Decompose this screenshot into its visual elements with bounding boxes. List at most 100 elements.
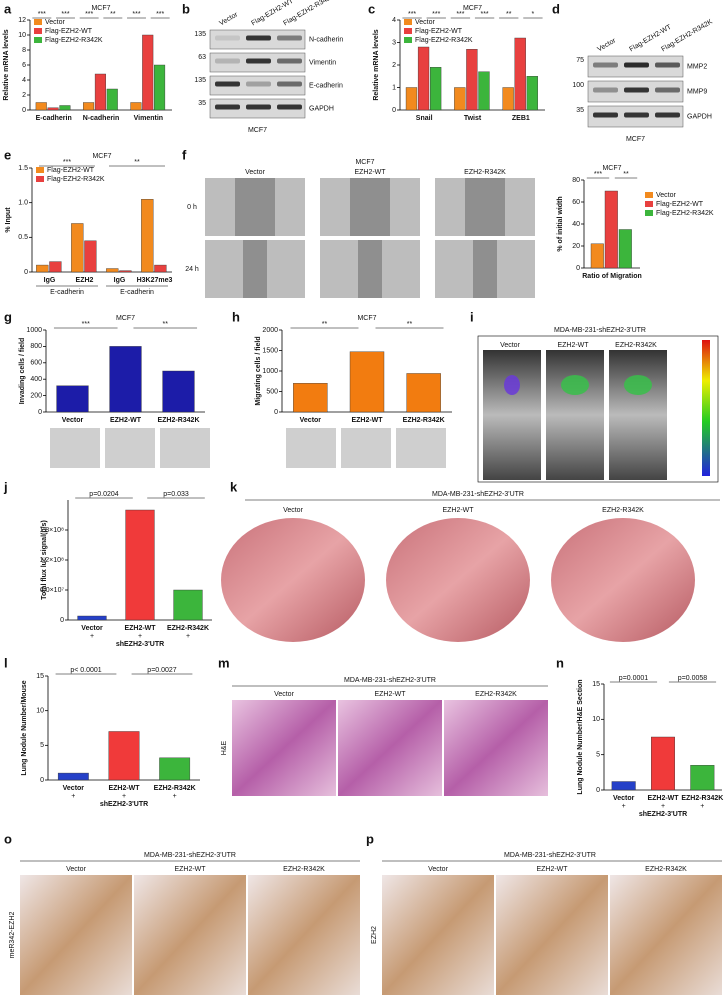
chart-title: MCF7 [602,165,621,172]
x-tick-label: IgG [114,277,126,284]
blot-band [593,87,618,93]
annotation: ** [110,11,116,18]
blot-band [277,81,302,87]
y-axis-label: Lung Nodule Number/Mouse [21,680,28,775]
lung-photo [386,518,530,642]
blot-band [215,104,240,110]
photo [610,875,722,995]
annotation: *** [63,159,71,166]
group-label: EZH2-R342K [615,342,657,349]
x-tick-label: IgG [44,277,56,284]
annotation: *** [408,11,416,18]
panel-title: MCF7 [355,159,374,166]
annotation: ** [506,11,512,18]
group-label: Vector [66,866,87,873]
band-label: N-cadherin [309,36,343,43]
y-tick-label: 0 [60,617,64,624]
annotation: *** [156,11,164,18]
band-label: E-cadherin [309,82,343,89]
x-tick-label: EZH2-R342K [167,625,209,632]
panel-letter: a [4,1,12,16]
panel-letter: k [230,479,238,494]
blot-band [624,87,649,93]
condition-label: shEZH2-3'UTR [116,641,164,648]
condition-mark: + [700,803,704,810]
cell-line: MCF7 [626,136,645,143]
legend-swatch [404,37,412,43]
x-tick-label: EZH2-R342K [681,795,723,802]
photo [358,240,382,298]
group-label: Vector [500,342,521,349]
lung-photo [221,518,365,642]
y-tick-label: 6.0×10⁷ [40,587,65,594]
group-label: EZH2-R342K [464,169,506,176]
group-label: Vector [245,169,266,176]
bar [106,88,118,111]
blot-band [593,112,618,118]
legend-label: Flag-EZH2-WT [47,167,95,174]
bar [173,589,203,621]
photo [609,350,667,480]
y-axis-label: % Input [5,207,12,233]
bar [154,264,167,273]
panel-title: MDA-MB-231-shEZH2-3'UTR [344,677,436,684]
annotation: *** [480,11,488,18]
blot-band [277,35,302,41]
condition-mark: + [661,803,665,810]
time-label: 24 h [185,266,199,273]
y-tick-label: 15 [592,681,600,688]
bar [478,71,490,111]
bar [36,264,49,273]
blot-band [246,35,271,41]
legend-label: Flag-EZH2-R342K [656,210,714,217]
bar [454,87,466,111]
chart-title: MCF7 [92,153,111,160]
bar [502,87,514,111]
size-marker: 135 [194,31,206,38]
bar [106,268,119,273]
blot-strip [209,75,306,96]
group-label: EZH2-WT [374,691,406,698]
y-tick-label: 0 [22,107,26,114]
photo [546,350,604,480]
photo [248,875,360,995]
panel-title: MDA-MB-231-shEZH2-3'UTR [504,852,596,859]
panel-letter: m [218,655,230,670]
x-tick-label: Vector [63,785,85,792]
group-label: EZH2-R342K [645,866,687,873]
x-tick-label: Vimentin [134,115,163,122]
stain-label: meR342-EZH2 [9,912,16,959]
condition-mark: + [173,793,177,800]
y-tick-label: 40 [572,221,580,228]
legend-swatch [645,201,653,207]
bar [57,772,89,781]
group-label: Vector [428,866,449,873]
x-tick-label: E-cadherin [36,115,72,122]
legend-label: Flag-EZH2-R342K [45,37,103,44]
frame [477,335,719,483]
blot-band [624,62,649,68]
annotation: p=0.0001 [619,675,648,682]
legend-label: Vector [656,192,677,199]
y-tick-label: 10 [18,32,26,39]
x-tick-label: Twist [464,115,482,122]
band-label: MMP2 [687,63,707,70]
condition-mark: + [90,633,94,640]
photo [465,178,505,236]
y-tick-label: 800 [30,343,42,350]
y-tick-label: 10 [592,716,600,723]
bar [130,102,142,111]
annotation: p=0.0058 [678,675,707,682]
annotation: *** [61,11,69,18]
y-axis-label: Relative mRNA levels [3,29,10,100]
legend-swatch [34,19,42,25]
panel-title: MDA-MB-231-shEZH2-3'UTR [554,327,646,334]
bar [159,757,191,781]
panel-letter: f [182,147,187,162]
group-label: EZH2-WT [557,342,589,349]
bar [618,229,632,269]
x-tick-label: N-cadherin [83,115,120,122]
bar [690,765,715,791]
y-tick-label: 60 [572,199,580,206]
